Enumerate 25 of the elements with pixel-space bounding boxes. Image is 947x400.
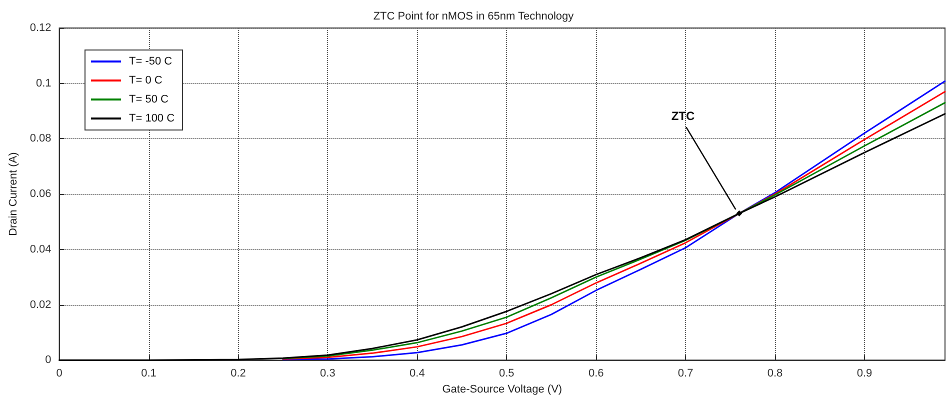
legend-label: T= 100 C xyxy=(129,112,175,124)
y-tick-label: 0.08 xyxy=(30,132,52,145)
y-tick-label: 0.06 xyxy=(30,188,52,200)
x-tick-label: 0.6 xyxy=(588,368,604,380)
legend-label: T= -50 C xyxy=(129,56,172,68)
legend-label: T= 50 C xyxy=(129,94,168,106)
y-tick-label: 0 xyxy=(45,354,52,366)
x-axis-title: Gate-Source Voltage (V) xyxy=(442,384,562,396)
x-tick-label: 0.4 xyxy=(410,368,425,380)
x-tick-label: 0.8 xyxy=(767,368,783,380)
y-axis-title: Drain Current (A) xyxy=(8,152,20,236)
x-tick-label: 0.3 xyxy=(320,368,336,380)
y-tick-label: 0.02 xyxy=(30,298,52,311)
x-tick-label: 0.7 xyxy=(678,368,694,380)
y-tick-label: 0.04 xyxy=(30,243,52,256)
x-tick-label: 0.1 xyxy=(141,368,156,380)
y-tick-label: 0.1 xyxy=(36,77,52,90)
legend-label: T= 0 C xyxy=(129,74,162,86)
y-tick-label: 0.12 xyxy=(30,22,52,34)
x-tick-label: 0.9 xyxy=(856,368,872,380)
chart-title: ZTC Point for nMOS in 65nm Technology xyxy=(373,10,574,22)
x-tick-label: 0 xyxy=(56,368,62,380)
x-tick-label: 0.2 xyxy=(230,368,246,380)
annotation: ZTC xyxy=(671,108,695,123)
x-tick-label: 0.5 xyxy=(498,368,514,380)
